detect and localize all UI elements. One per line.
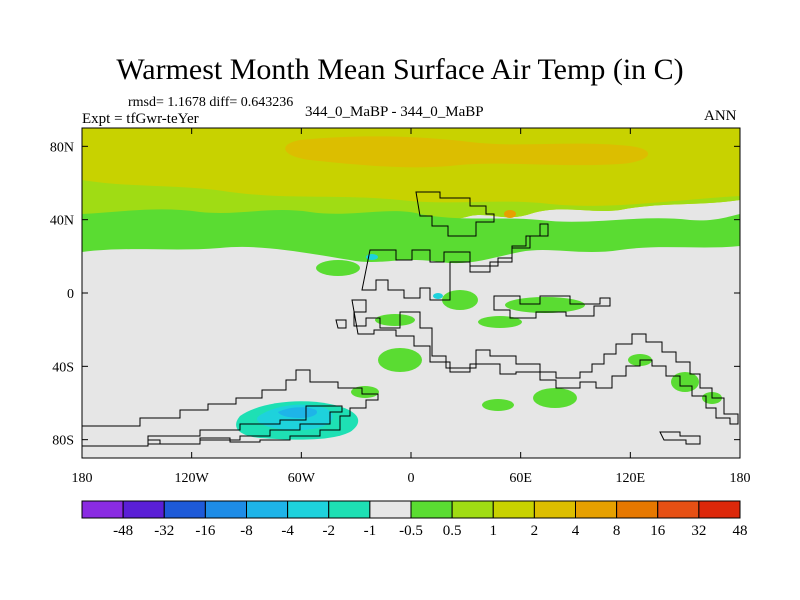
field-midlat-green (82, 209, 740, 264)
y-tick-label: 40N (50, 214, 74, 229)
field-patch (351, 386, 379, 398)
x-tick-label: 120E (616, 471, 646, 486)
axis-ticks: 180 120W 60W 0 60E 120E 180 80N 40N 0 40S 80S (50, 128, 751, 486)
colorbar-swatch (575, 500, 618, 519)
field-arctic-warm-patch (285, 136, 649, 168)
field-patch (482, 399, 514, 411)
colorbar-label: -1 (364, 523, 377, 539)
field-patch (316, 260, 360, 276)
colorbar-swatch (698, 500, 741, 519)
colorbar-label: -8 (240, 523, 253, 539)
colorbar-label: 2 (531, 523, 539, 539)
colorbar-label: -4 (281, 523, 294, 539)
field-patch (378, 348, 422, 372)
field-patch (375, 314, 415, 326)
field-south-cool-core (278, 407, 318, 418)
coastlines (82, 191, 739, 447)
coastline-south-atlantic (335, 299, 739, 425)
colorbar-label: 32 (691, 523, 706, 539)
colorbar-swatch (492, 500, 535, 519)
field-patch (533, 388, 577, 408)
coastline-southern-ocean (82, 369, 379, 447)
colorbar-swatch (163, 500, 206, 519)
field-patch (478, 316, 522, 328)
season-label: ANN (704, 108, 737, 124)
colorbar-swatch (81, 500, 124, 519)
y-tick-label: 40S (52, 360, 74, 375)
x-tick-label: 0 (408, 471, 415, 486)
field-patch (671, 372, 699, 392)
coastline-northern-africa (361, 223, 549, 301)
experiment-label: Expt = tfGwr-teYer (82, 111, 199, 127)
colorbar-swatch (328, 500, 371, 519)
colorbar-swatch (369, 500, 412, 519)
plot-area: 180 120W 60W 0 60E 120E 180 80N 40N 0 40S 80S (50, 127, 751, 486)
x-tick-label: 180 (72, 471, 93, 486)
colorbar-swatch (451, 500, 494, 519)
colorbar-swatch (410, 500, 453, 519)
coastline-small-island (659, 431, 701, 445)
colorbar-label: -0.5 (399, 523, 423, 539)
colorbar-swatch (246, 500, 289, 519)
y-tick-label: 80N (50, 140, 74, 155)
colorbar-label: 0.5 (443, 523, 462, 539)
colorbar-label: -48 (113, 523, 133, 539)
x-tick-label: 120W (175, 471, 210, 486)
x-tick-label: 60E (509, 471, 532, 486)
colorbar-label: -32 (154, 523, 174, 539)
colorbar-swatch (657, 500, 700, 519)
colorbar-swatch (533, 500, 576, 519)
colorbar-swatch (616, 500, 659, 519)
field-patch (505, 297, 585, 313)
coastline-india (493, 295, 611, 319)
colorbar-swatch (204, 500, 247, 519)
colorbar-label: 1 (490, 523, 498, 539)
case-label: 344_0_MaBP - 344_0_MaBP (305, 104, 484, 120)
colorbar-label: -2 (323, 523, 336, 539)
colorbar-swatch (287, 500, 330, 519)
coastline-antarctica (147, 405, 343, 445)
colorbar-label: 48 (733, 523, 748, 539)
chart-title: Warmest Month Mean Surface Air Temp (in … (116, 53, 684, 86)
y-tick-label: 0 (67, 287, 74, 302)
stats-line: rmsd= 1.1678 diff= 0.643236 (128, 95, 294, 110)
colorbar-label: 4 (572, 523, 580, 539)
field-warm-spot (504, 210, 516, 218)
x-tick-label: 60W (288, 471, 316, 486)
field-patch (442, 290, 478, 310)
colorbar-swatch (122, 500, 165, 519)
x-tick-label: 180 (730, 471, 751, 486)
colorbar-label: 16 (650, 523, 666, 539)
colorbar-label: 8 (613, 523, 621, 539)
y-tick-label: 80S (52, 434, 74, 449)
field-patch-cool (433, 293, 443, 299)
colorbar-label: -16 (195, 523, 215, 539)
colorbar: -48 -32 -16 -8 -4 -2 -1 -0.5 0.5 1 2 4 8 16 32 48 (81, 500, 748, 539)
coastline-eurasia (415, 191, 495, 237)
